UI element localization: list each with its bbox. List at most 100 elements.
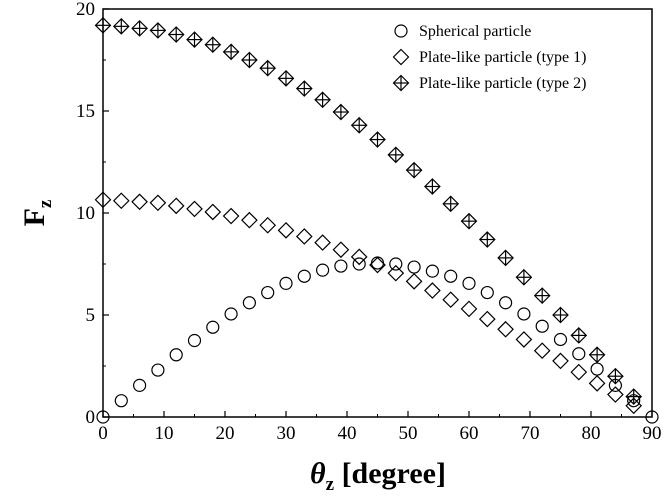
data-point — [224, 307, 238, 321]
data-point — [588, 374, 606, 392]
y-tick-label: 15 — [76, 101, 95, 122]
data-point — [259, 59, 277, 77]
series-1 — [96, 256, 659, 424]
data-point — [314, 234, 331, 251]
data-point — [424, 178, 441, 195]
data-point — [572, 347, 586, 361]
y-axis-label-subscript: z — [35, 199, 56, 208]
data-point — [387, 146, 405, 164]
data-point — [407, 260, 421, 274]
data-point — [497, 320, 514, 338]
x-tick-label: 20 — [216, 423, 235, 444]
x-axis-label-subscript: z — [326, 474, 335, 495]
x-tick-label: 60 — [460, 423, 479, 444]
x-tick-label: 50 — [399, 423, 418, 444]
data-point — [533, 342, 551, 360]
x-tick-label: 0 — [98, 423, 108, 444]
data-point — [261, 285, 275, 300]
data-point — [295, 80, 313, 97]
data-point — [222, 43, 240, 61]
data-point — [625, 397, 643, 415]
data-point — [350, 116, 368, 134]
data-point — [478, 231, 496, 248]
data-point — [352, 257, 366, 271]
data-point — [515, 268, 533, 286]
data-point — [389, 257, 403, 271]
x-tick-label: 80 — [582, 423, 601, 444]
x-axis-label-unit: [degree] — [334, 457, 446, 490]
data-point — [131, 20, 148, 37]
data-point — [533, 287, 551, 304]
data-point — [588, 346, 606, 364]
data-point — [295, 228, 313, 245]
y-tick-label: 10 — [76, 203, 95, 224]
x-tick-label: 70 — [521, 423, 540, 444]
data-point — [241, 51, 258, 69]
data-point — [149, 194, 167, 212]
data-point — [607, 386, 624, 403]
legend-label: Plate-like particle (type 1) — [419, 49, 586, 66]
data-point — [462, 276, 476, 290]
legend-item: Plate-like particle (type 1) — [392, 48, 586, 66]
data-point — [206, 320, 220, 334]
data-point — [133, 378, 147, 392]
data-point — [480, 285, 494, 300]
x-axis-label: θz [degree] — [310, 457, 446, 495]
data-point — [499, 296, 513, 310]
y-tick-label: 5 — [86, 305, 96, 326]
data-point — [259, 216, 277, 234]
data-point — [517, 307, 531, 321]
legend-label: Plate-like particle (type 2) — [419, 75, 586, 92]
data-point — [515, 331, 533, 348]
plot-frame — [102, 8, 653, 418]
y-tick-label: 20 — [76, 0, 95, 20]
y-axis-label-symbol: F — [18, 208, 51, 226]
data-point — [625, 388, 643, 405]
data-point — [242, 296, 256, 310]
data-point — [149, 22, 167, 39]
y-tick-label: 0 — [86, 407, 96, 428]
data-point — [277, 221, 295, 239]
data-point — [570, 363, 588, 381]
data-point — [131, 193, 148, 211]
data-point — [186, 200, 203, 218]
series-3 — [94, 16, 643, 405]
data-point — [112, 17, 130, 35]
data-point — [277, 70, 295, 87]
series-2 — [94, 191, 643, 415]
data-point — [570, 327, 588, 344]
x-tick-label: 90 — [643, 423, 662, 444]
legend-marker — [394, 24, 408, 38]
data-point — [186, 31, 203, 48]
legend-label: Spherical particle — [419, 23, 531, 40]
data-point — [369, 256, 386, 274]
data-point — [167, 26, 185, 43]
data-point — [297, 269, 311, 283]
data-point — [169, 348, 183, 362]
markers-layer — [94, 16, 659, 424]
data-point — [222, 207, 240, 225]
data-point — [590, 362, 604, 376]
data-point — [167, 197, 185, 215]
data-point — [460, 212, 478, 230]
x-tick-label: 30 — [277, 423, 296, 444]
data-point — [241, 211, 258, 229]
data-point — [350, 248, 368, 266]
data-point — [478, 310, 496, 328]
data-point — [114, 394, 128, 408]
y-axis-ticks: 0 5 10 15 20 — [76, 0, 109, 428]
legend-marker — [392, 74, 410, 92]
data-point — [387, 264, 405, 282]
data-point — [607, 367, 624, 385]
data-point — [112, 192, 130, 210]
data-point — [187, 333, 202, 348]
data-point — [460, 300, 478, 318]
data-point — [442, 291, 460, 309]
data-point — [552, 352, 569, 370]
data-point — [314, 91, 331, 109]
data-point — [332, 241, 350, 259]
data-point — [553, 332, 568, 347]
data-point — [535, 319, 549, 333]
data-point — [405, 272, 423, 290]
